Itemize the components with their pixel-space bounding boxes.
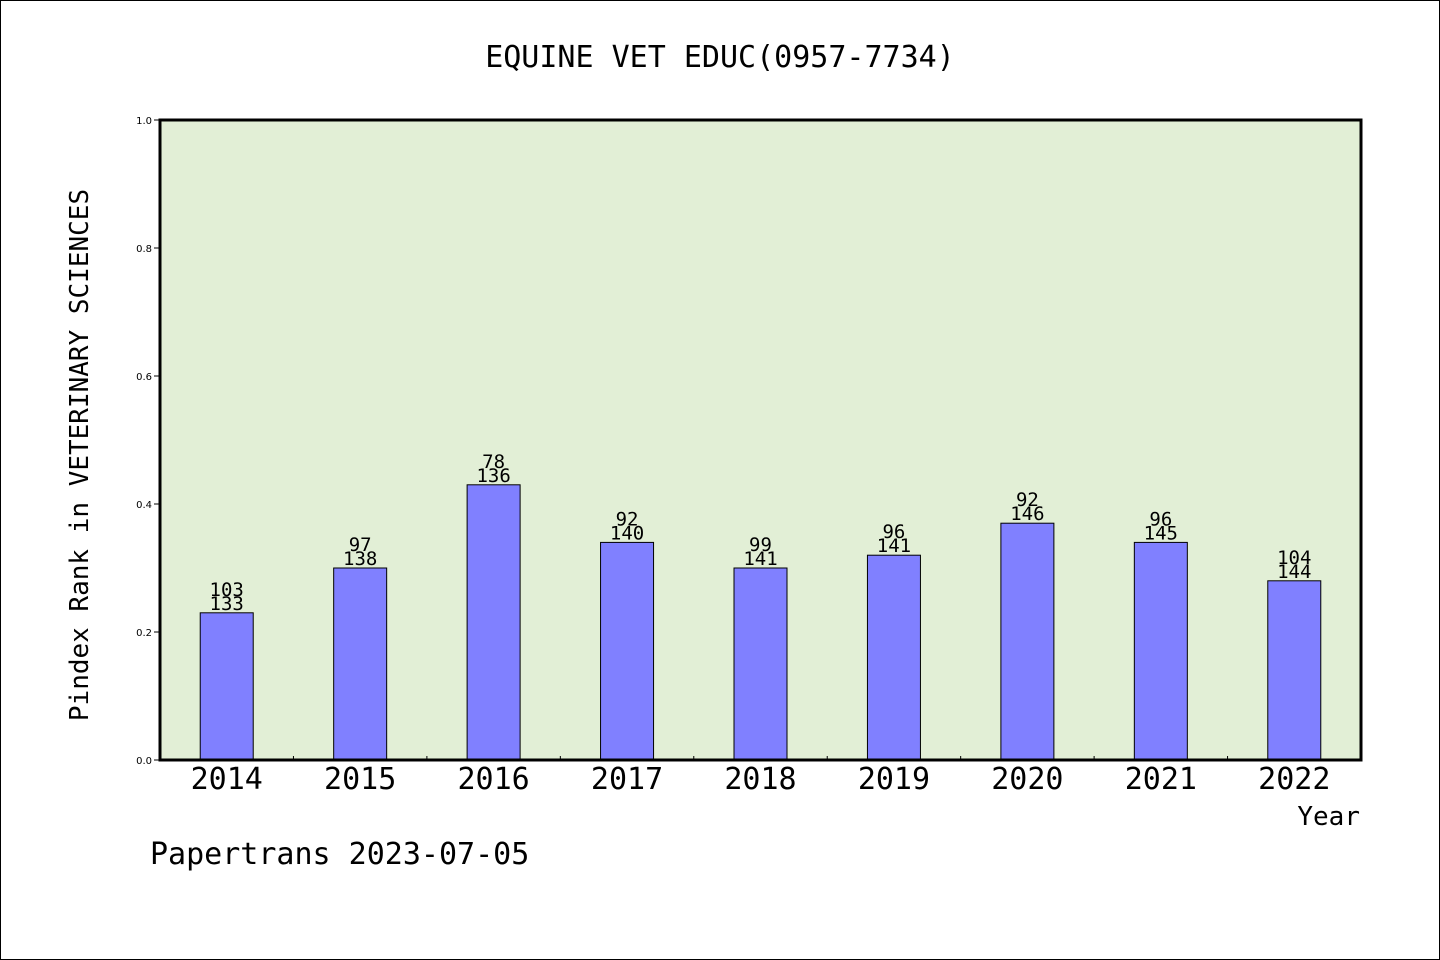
x-tick-label: 2017 [591, 762, 663, 797]
bar-rank-label: 103 [210, 579, 244, 601]
bar-total-label: 146 [1010, 503, 1044, 525]
x-tick-label: 2015 [324, 762, 396, 797]
x-tick-label: 2022 [1258, 762, 1330, 797]
y-tick-label: 0.8 [136, 244, 152, 255]
bar-2015 [333, 567, 388, 761]
bar-2022 [1267, 580, 1322, 761]
chart-title: EQUINE VET EDUC(0957-7734) [485, 40, 955, 75]
bar-total-label: 136 [476, 465, 510, 487]
bar-total-label: 144 [1277, 561, 1311, 583]
y-axis-label: Pindex Rank in VETERINARY SCIENCES [65, 189, 95, 721]
bar-rank-label: 104 [1277, 547, 1311, 569]
x-tick-label: 2016 [457, 762, 529, 797]
bar-2016 [466, 484, 521, 761]
bar-total-label: 140 [610, 522, 644, 544]
x-axis-label: Year [1297, 802, 1360, 832]
bar-2021 [1133, 541, 1188, 761]
x-tick-label: 2014 [191, 762, 263, 797]
y-tick-label: 1.0 [136, 116, 152, 127]
bar-rank-label: 92 [1016, 489, 1039, 511]
bar-rank-label: 97 [349, 534, 372, 556]
y-axis-ticks: 0.0 0.2 0.4 0.6 0.8 1.0 [136, 116, 160, 767]
bar-total-label: 141 [877, 535, 911, 557]
y-tick-label: 0.6 [136, 372, 152, 383]
x-tick-label: 2019 [858, 762, 930, 797]
bar-rank-label: 96 [1149, 508, 1172, 530]
bar-rank-label: 92 [616, 508, 639, 530]
bar-total-label: 138 [343, 548, 377, 570]
bar-2014 [199, 612, 254, 761]
bar-total-label: 141 [743, 548, 777, 570]
plot-border [158, 118, 1363, 762]
y-tick-label: 0.2 [136, 628, 152, 639]
y-tick-label: 0.0 [136, 756, 152, 767]
bar-total-label: 145 [1144, 522, 1178, 544]
x-axis-ticks: 2014 2015 2016 2017 2018 2019 2020 2021 2022 [191, 756, 1330, 797]
bar-rank-label: 96 [882, 521, 905, 543]
bar-rank-label: 99 [749, 534, 772, 556]
x-tick-label: 2021 [1125, 762, 1197, 797]
bar-2018 [733, 567, 788, 761]
bar-2017 [600, 541, 655, 761]
x-tick-label: 2020 [991, 762, 1063, 797]
bar-2020 [1000, 522, 1055, 761]
x-tick-label: 2018 [724, 762, 796, 797]
bar-total-label: 133 [210, 593, 244, 615]
bar-rank-label: 78 [482, 451, 505, 473]
footer-credit: Papertrans 2023-07-05 [150, 837, 529, 872]
y-tick-label: 0.4 [136, 500, 152, 511]
bar-2019 [866, 554, 921, 761]
